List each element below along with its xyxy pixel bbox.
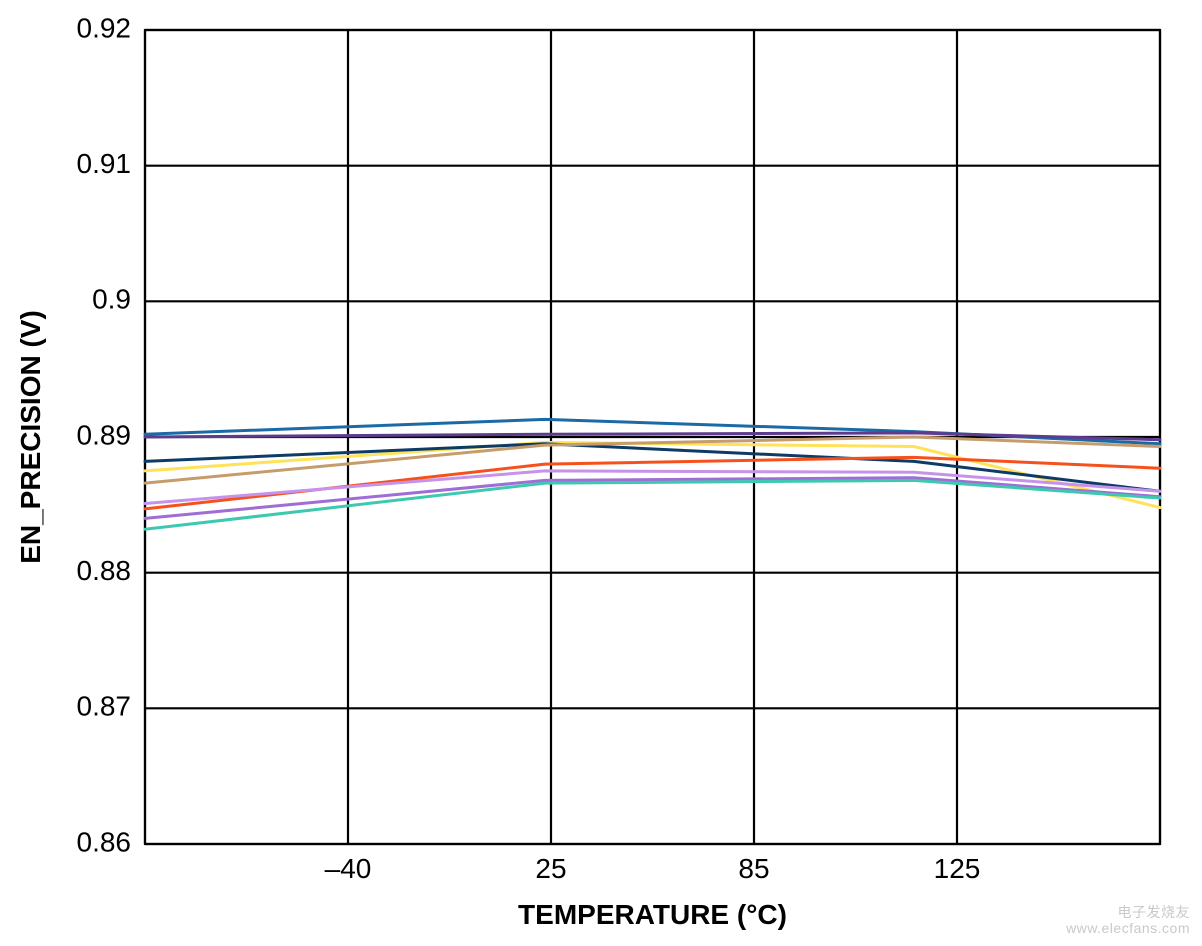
y-tick-label: 0.92 — [77, 12, 132, 43]
watermark-line1: 电子发烧友 — [1066, 904, 1190, 920]
chart-container: 0.86 0.87 0.88 0.89 0.9 0.91 0.92 –40 25 85 125 TEM… — [0, 0, 1202, 946]
x-tick-label: 25 — [535, 853, 566, 884]
y-tick-label: 0.9 — [92, 284, 131, 315]
y-axis-label: EN_PRECISION (V) — [15, 310, 46, 564]
x-tick-label: –40 — [325, 853, 372, 884]
watermark-line2: www.elecfans.com — [1066, 920, 1190, 936]
line-chart: 0.86 0.87 0.88 0.89 0.9 0.91 0.92 –40 25 85 125 TEM… — [0, 0, 1202, 946]
x-tick-label: 125 — [934, 853, 981, 884]
x-tick-label: 85 — [738, 853, 769, 884]
y-tick-label: 0.88 — [77, 555, 132, 586]
watermark: 电子发烧友 www.elecfans.com — [1066, 904, 1190, 936]
y-tick-label: 0.86 — [77, 826, 132, 857]
y-tick-label: 0.91 — [77, 148, 132, 179]
y-tick-label: 0.89 — [77, 419, 132, 450]
x-axis-label: TEMPERATURE (°C) — [518, 899, 787, 930]
y-tick-label: 0.87 — [77, 691, 132, 722]
